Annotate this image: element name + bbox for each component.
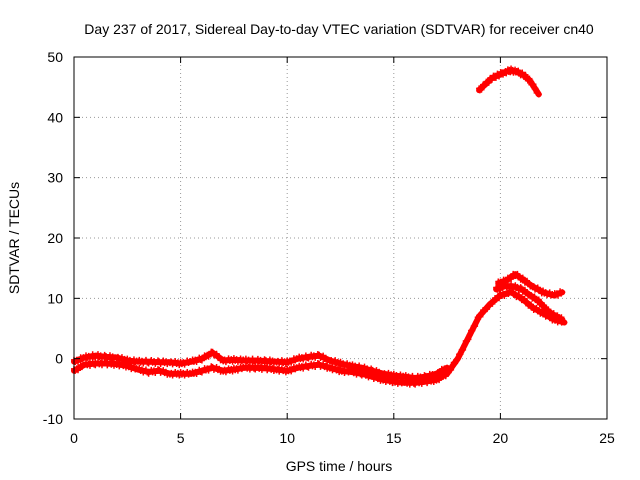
y-tick-label: 10: [47, 290, 63, 306]
x-tick-label: 20: [493, 430, 509, 446]
x-tick-label: 15: [386, 430, 402, 446]
chart-title: Day 237 of 2017, Sidereal Day-to-day VTE…: [84, 21, 594, 37]
x-tick-label: 25: [599, 430, 615, 446]
data-point: [460, 346, 467, 353]
x-axis-title: GPS time / hours: [286, 458, 393, 474]
data-point: [532, 85, 539, 92]
series-arc-high: [476, 65, 542, 98]
data-point: [524, 298, 531, 305]
data-point: [559, 316, 566, 323]
data-point: [484, 306, 491, 313]
y-axis-title: SDTVAR / TECUs: [6, 182, 22, 294]
data-point: [457, 351, 464, 358]
y-tick-label: 50: [47, 49, 63, 65]
x-tick-label: 10: [279, 430, 295, 446]
data-point: [535, 296, 542, 303]
data-point: [516, 292, 523, 299]
series-band-lower: [71, 288, 568, 388]
data-point: [537, 299, 544, 306]
y-tick-label: 20: [47, 230, 63, 246]
y-tick-label: 40: [47, 109, 63, 125]
series-band-upper: [71, 348, 451, 383]
x-tick-label: 5: [177, 430, 185, 446]
axis-ticks: 0 5 10 15 20 25 -10 0 10 20 30 40 50: [43, 49, 615, 446]
y-tick-label: 30: [47, 170, 63, 186]
data-point: [559, 289, 566, 296]
data-point: [452, 360, 459, 367]
data-point: [519, 69, 526, 76]
data-point: [535, 91, 542, 98]
data-point: [473, 318, 480, 325]
data-point: [521, 295, 528, 302]
data-point: [444, 364, 451, 371]
data-point: [550, 310, 557, 317]
data-point: [527, 77, 534, 84]
data-point: [477, 313, 484, 320]
data-point: [541, 302, 548, 309]
y-tick-label: 0: [55, 351, 63, 367]
data-point: [472, 323, 479, 330]
data-point: [442, 373, 449, 380]
data-point: [469, 327, 476, 334]
data-point: [530, 81, 537, 88]
data-points: [71, 65, 568, 388]
series-arc-upper: [495, 270, 566, 299]
series-arc-middle: [493, 281, 566, 324]
x-tick-label: 0: [70, 430, 78, 446]
data-point: [465, 336, 472, 343]
data-point: [454, 355, 461, 362]
data-point: [461, 342, 468, 349]
data-point: [466, 331, 473, 338]
y-tick-label: -10: [43, 411, 63, 427]
data-point: [142, 366, 149, 373]
